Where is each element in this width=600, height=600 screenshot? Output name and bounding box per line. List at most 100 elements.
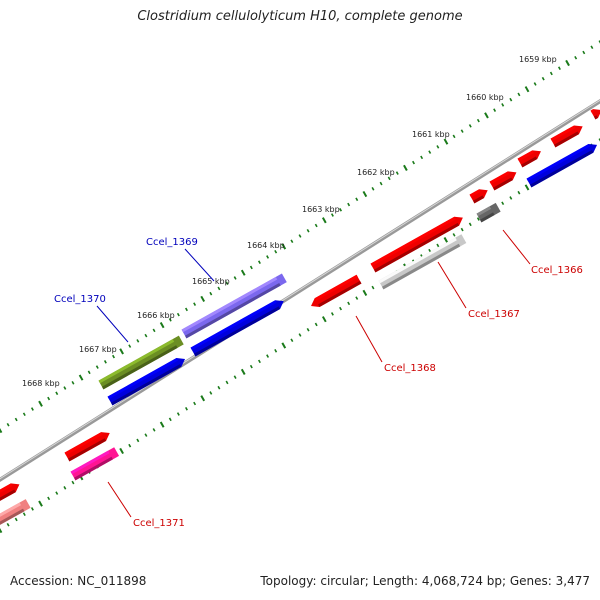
outer-minor-tick — [355, 197, 359, 202]
outer-minor-tick — [347, 202, 351, 207]
outer-minor-tick — [47, 396, 51, 401]
gene-feature — [370, 216, 463, 273]
gene-feature-ccel-1367 — [378, 234, 467, 290]
outer-tick-track — [0, 40, 600, 434]
outer-major-tick — [0, 427, 3, 434]
outer-minor-tick — [517, 92, 521, 97]
outer-minor-tick — [22, 412, 26, 417]
inner-major-tick — [200, 395, 206, 402]
inner-minor-tick — [225, 380, 229, 385]
inner-minor-tick — [517, 190, 521, 195]
gene-feature-ccel-1369 — [181, 273, 287, 339]
outer-minor-tick — [493, 108, 497, 112]
outer-minor-tick — [395, 171, 399, 175]
outer-minor-tick — [412, 160, 415, 165]
outer-minor-tick — [217, 286, 221, 291]
gene-feature — [0, 483, 20, 503]
outer-minor-tick — [598, 40, 600, 44]
gene-labels: Ccel_1366 Ccel_1367 Ccel_1368 Ccel_1369 Ccel… — [54, 229, 583, 529]
inner-minor-tick — [22, 512, 26, 516]
gene-feature — [550, 125, 583, 148]
outer-minor-tick — [314, 223, 318, 228]
outer-minor-tick — [87, 370, 91, 375]
inner-major-tick — [38, 500, 43, 507]
outer-minor-tick — [176, 312, 180, 317]
gene-feature — [107, 358, 186, 406]
inner-minor-tick — [193, 401, 197, 406]
kbp-label: 1667 kbp — [79, 345, 117, 354]
outer-minor-tick — [452, 134, 456, 139]
outer-major-tick — [281, 243, 287, 250]
inner-minor-tick — [509, 196, 513, 200]
inner-tick-track — [0, 138, 600, 534]
inner-major-tick — [159, 421, 165, 428]
gene-feature-ccel-1371 — [70, 447, 120, 481]
outer-minor-tick — [193, 302, 197, 306]
gene-feature — [311, 274, 362, 307]
outer-major-tick — [403, 164, 408, 171]
accession-label: Accession: NC_011898 — [10, 574, 147, 588]
outer-minor-tick — [541, 76, 545, 81]
inner-minor-tick — [436, 243, 440, 248]
outer-minor-tick — [136, 339, 140, 343]
outer-minor-tick — [420, 155, 424, 160]
inner-major-tick — [362, 289, 368, 296]
inner-minor-tick — [468, 222, 472, 227]
outer-minor-tick — [387, 176, 391, 181]
inner-minor-tick — [266, 354, 270, 358]
outer-minor-tick — [144, 333, 148, 338]
outer-minor-tick — [274, 249, 278, 254]
outer-minor-tick — [460, 129, 464, 133]
inner-minor-tick — [347, 301, 351, 306]
inner-minor-tick — [330, 312, 334, 316]
gene-label: Ccel_1371 — [133, 518, 185, 529]
gene-label-leader — [96, 305, 129, 343]
map-title: Clostridium cellulolyticum H10, complete… — [137, 9, 463, 24]
inner-major-tick — [281, 342, 287, 349]
gene-feature — [590, 109, 600, 120]
inner-minor-tick — [47, 496, 51, 501]
outer-major-tick — [240, 269, 246, 276]
inner-major-tick — [240, 368, 246, 375]
kbp-label: 1663 kbp — [302, 205, 340, 214]
outer-major-tick — [200, 295, 206, 303]
kbp-label: 1664 kbp — [247, 241, 285, 250]
gene-label-leader — [107, 481, 132, 518]
inner-minor-tick — [306, 327, 310, 332]
inner-minor-tick — [71, 480, 75, 485]
gene-feature — [489, 171, 517, 191]
kbp-labels: 1659 kbp 1660 kbp 1661 kbp 1662 kbp 1663 kbp… — [22, 55, 557, 388]
gene-feature — [0, 499, 31, 527]
backbone-highlight — [0, 99, 600, 480]
outer-major-tick — [484, 112, 489, 119]
inner-minor-tick — [176, 412, 180, 416]
gene-label: Ccel_1367 — [468, 309, 520, 320]
inner-minor-tick — [257, 359, 261, 364]
outer-minor-tick — [582, 50, 586, 55]
outer-minor-tick — [257, 260, 261, 265]
outer-minor-tick — [112, 354, 115, 359]
outer-minor-tick — [371, 187, 375, 191]
outer-minor-tick — [501, 103, 505, 107]
inner-minor-tick — [136, 438, 140, 443]
inner-minor-tick — [339, 306, 343, 311]
kbp-label: 1662 kbp — [357, 168, 395, 177]
inner-minor-tick — [128, 443, 132, 448]
gene-feature — [190, 300, 284, 357]
gene-feature — [517, 150, 541, 168]
inner-minor-tick — [209, 391, 213, 395]
outer-minor-tick — [476, 118, 480, 123]
outer-minor-tick — [590, 45, 594, 50]
backbone-line — [0, 98, 600, 483]
outer-minor-tick — [152, 328, 156, 333]
inner-minor-tick — [152, 428, 156, 432]
inner-minor-tick — [185, 406, 188, 411]
outer-minor-tick — [574, 55, 578, 60]
inner-minor-tick — [144, 433, 148, 437]
inner-minor-tick — [30, 507, 34, 511]
outer-minor-tick — [128, 344, 132, 348]
outer-major-tick — [78, 374, 84, 381]
outer-major-tick — [524, 86, 530, 93]
inner-major-tick — [0, 527, 3, 534]
